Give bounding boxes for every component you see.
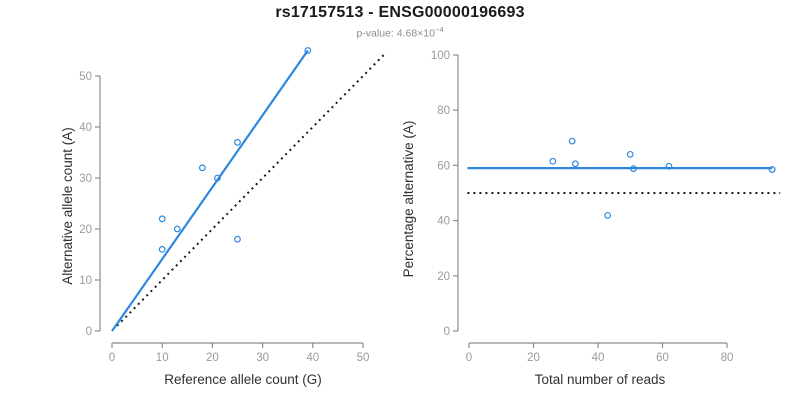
- data-point: [158, 215, 166, 223]
- x-tick-label: 0: [466, 352, 472, 364]
- data-point: [665, 162, 673, 170]
- y-tick-label: 20: [437, 271, 450, 283]
- y-tick-label: 30: [79, 173, 92, 185]
- x-tick-label: 10: [156, 352, 169, 364]
- x-tick-label: 20: [206, 352, 219, 364]
- data-point: [604, 211, 612, 219]
- y-tick-label: 20: [79, 224, 92, 236]
- data-point: [158, 245, 166, 253]
- y-tick-label: 50: [79, 71, 92, 83]
- data-point: [568, 137, 576, 145]
- x-tick-label: 0: [109, 352, 115, 364]
- data-point: [173, 225, 181, 233]
- data-point: [572, 160, 579, 168]
- p-value-prefix: p-value:: [356, 27, 397, 40]
- data-point: [234, 235, 241, 243]
- figure-header: rs17157513 - ENSG00000196693 p-value: 4.…: [0, 4, 800, 40]
- x-tick-label: 50: [357, 352, 370, 364]
- x-tick-label: 40: [306, 352, 319, 364]
- data-point: [304, 47, 312, 54]
- p-value-exponent: −4: [434, 25, 444, 34]
- p-value-subtitle: p-value: 4.68×10−4: [0, 25, 800, 40]
- data-point: [549, 157, 557, 165]
- data-point: [198, 164, 206, 172]
- right-x-axis-title: Total number of reads: [535, 372, 666, 387]
- data-point: [768, 166, 776, 173]
- data-point: [630, 165, 637, 173]
- y-tick-label: 60: [437, 160, 450, 172]
- regression-line: [111, 49, 309, 332]
- data-point: [626, 150, 634, 158]
- x-tick-label: 60: [656, 352, 669, 364]
- y-tick-label: 40: [79, 122, 92, 134]
- y-tick-label: 80: [437, 105, 450, 117]
- y-tick-label: 10: [79, 275, 92, 287]
- y-tick-label: 100: [431, 50, 450, 62]
- p-value-base: 4.68×10: [396, 27, 435, 40]
- data-point: [234, 138, 241, 146]
- y-tick-label: 0: [86, 326, 92, 338]
- x-tick-label: 80: [721, 352, 734, 364]
- x-tick-label: 20: [527, 352, 540, 364]
- page-title: rs17157513 - ENSG00000196693: [275, 4, 525, 21]
- x-tick-label: 30: [256, 352, 269, 364]
- left-x-axis-title: Reference allele count (G): [164, 372, 322, 387]
- right-y-axis-title: Percentage alternative (A): [401, 121, 416, 278]
- data-point: [214, 174, 221, 182]
- left-y-axis-title: Alternative allele count (A): [60, 127, 75, 285]
- y-tick-label: 40: [437, 216, 450, 228]
- y-tick-label: 0: [444, 326, 450, 338]
- x-tick-label: 40: [592, 352, 605, 364]
- identity-line: [116, 52, 387, 327]
